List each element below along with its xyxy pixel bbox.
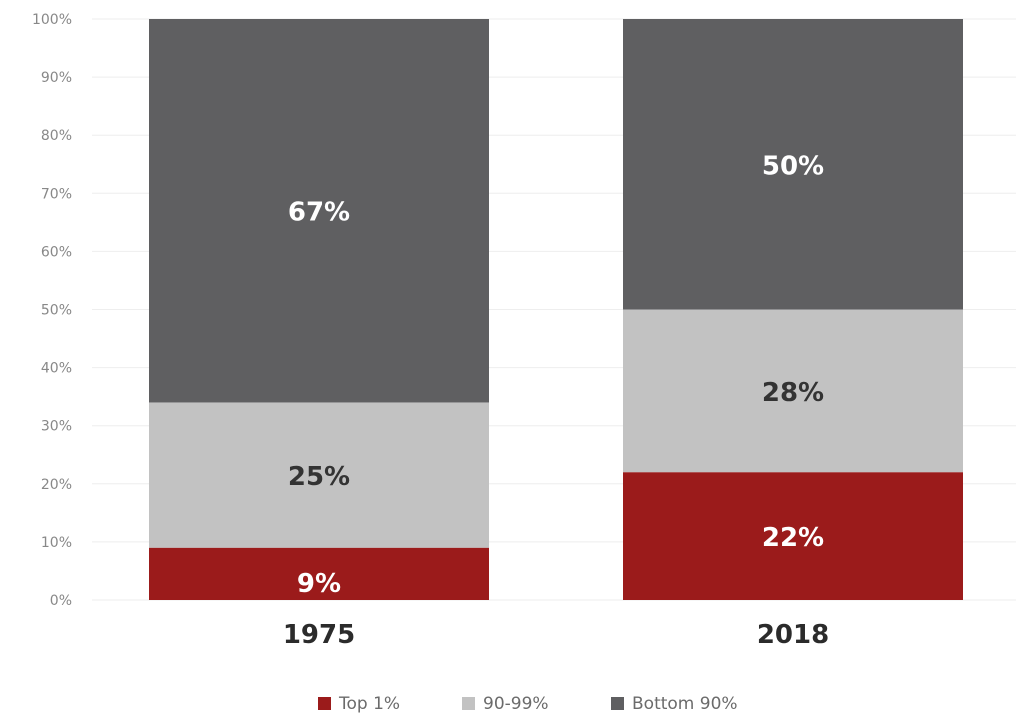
- data-label: 25%: [288, 462, 350, 492]
- legend-item: 90-99%: [462, 694, 549, 713]
- legend-label: Bottom 90%: [632, 694, 738, 713]
- data-label: 67%: [288, 198, 350, 228]
- data-label: 9%: [297, 569, 341, 599]
- legend-swatch: [611, 697, 624, 710]
- y-tick-label: 40%: [41, 361, 72, 377]
- x-tick-label: 2018: [757, 620, 829, 650]
- data-label: 28%: [762, 378, 824, 408]
- bar-segment: [623, 472, 963, 600]
- legend-item: Bottom 90%: [611, 694, 738, 713]
- bar-segment: [149, 402, 489, 548]
- x-axis-ticks: 1975 2018: [283, 620, 829, 650]
- y-tick-label: 60%: [41, 244, 72, 260]
- data-label: 50%: [762, 151, 824, 181]
- data-labels: 9% 22% 25% 28% 67% 50%: [288, 151, 824, 599]
- y-axis-ticks: 0% 10% 20% 30% 40% 50% 60% 70% 80% 90% 100%: [32, 12, 72, 609]
- y-tick-label: 100%: [32, 12, 72, 28]
- y-tick-label: 0%: [50, 593, 72, 609]
- legend-swatch: [318, 697, 331, 710]
- legend-item: Top 1%: [318, 694, 400, 713]
- y-tick-label: 70%: [41, 186, 72, 202]
- bar-segment: [149, 547, 489, 600]
- legend-label: 90-99%: [483, 694, 549, 713]
- x-tick-label: 1975: [283, 620, 355, 650]
- bar-segment: [149, 19, 489, 403]
- y-tick-label: 50%: [41, 303, 72, 319]
- legend: Top 1% 90-99% Bottom 90%: [318, 694, 738, 713]
- legend-swatch: [462, 697, 475, 710]
- data-label: 22%: [762, 523, 824, 553]
- bars: [149, 19, 963, 600]
- y-tick-label: 30%: [41, 419, 72, 435]
- y-tick-label: 20%: [41, 477, 72, 493]
- y-tick-label: 10%: [41, 535, 72, 551]
- legend-label: Top 1%: [338, 694, 400, 713]
- y-tick-label: 90%: [41, 70, 72, 86]
- bar-segment: [623, 19, 963, 310]
- y-tick-label: 80%: [41, 128, 72, 144]
- bar-segment: [623, 309, 963, 473]
